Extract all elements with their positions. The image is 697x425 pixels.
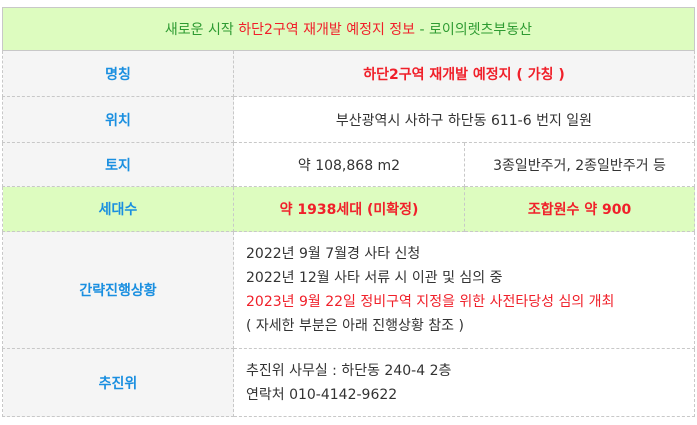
info-table-container: 새로운 시작 하단2구역 재개발 예정지 정보 - 로이의렛츠부동산 명칭 하단… — [2, 7, 695, 417]
progress-line: ( 자세한 부분은 아래 진행상황 참조 ) — [246, 318, 464, 334]
info-table: 새로운 시작 하단2구역 재개발 예정지 정보 - 로이의렛츠부동산 명칭 하단… — [2, 7, 695, 417]
name-value: 하단2구역 재개발 예정지 ( 가칭 ) — [233, 50, 695, 97]
progress-line: 2022년 12월 사타 서류 시 이관 및 심의 중 — [246, 270, 503, 286]
row-label-land: 토지 — [2, 142, 234, 187]
title-main: 하단2구역 재개발 예정지 정보 — [238, 22, 416, 38]
table-title: 새로운 시작 하단2구역 재개발 예정지 정보 - 로이의렛츠부동산 — [2, 7, 695, 51]
row-label-committee: 추진위 — [2, 348, 234, 417]
row-label-households: 세대수 — [2, 186, 234, 232]
table-row: 추진위 추진위 사무실 : 하단동 240-4 2층 연락처 010-4142-… — [2, 348, 695, 417]
title-suffix: - 로이의렛츠부동산 — [415, 22, 533, 38]
row-label-location: 위치 — [2, 96, 234, 143]
row-label-name: 명칭 — [2, 50, 234, 97]
location-value: 부산광역시 사하구 하단동 611-6 번지 일원 — [233, 96, 695, 143]
row-label-progress: 간략진행상황 — [2, 231, 234, 349]
progress-line: 2022년 9월 7월경 사타 신청 — [246, 246, 421, 262]
progress-value: 2022년 9월 7월경 사타 신청 2022년 12월 사타 서류 시 이관 … — [233, 231, 695, 349]
land-zoning: 3종일반주거, 2종일반주거 등 — [464, 142, 695, 187]
table-row: 간략진행상황 2022년 9월 7월경 사타 신청 2022년 12월 사타 서… — [2, 231, 695, 349]
land-area: 약 108,868 m2 — [233, 142, 465, 187]
committee-value: 추진위 사무실 : 하단동 240-4 2층 연락처 010-4142-9622 — [233, 348, 695, 417]
table-header-row: 새로운 시작 하단2구역 재개발 예정지 정보 - 로이의렛츠부동산 — [2, 7, 695, 51]
member-count: 조합원수 약 900 — [464, 186, 695, 232]
table-row: 세대수 약 1938세대 (미확정) 조합원수 약 900 — [2, 186, 695, 232]
table-row: 토지 약 108,868 m2 3종일반주거, 2종일반주거 등 — [2, 142, 695, 187]
table-row: 명칭 하단2구역 재개발 예정지 ( 가칭 ) — [2, 50, 695, 97]
title-prefix: 새로운 시작 — [164, 22, 239, 38]
table-row: 위치 부산광역시 사하구 하단동 611-6 번지 일원 — [2, 96, 695, 143]
committee-contact: 연락처 010-4142-9622 — [246, 386, 398, 403]
household-count: 약 1938세대 (미확정) — [233, 186, 465, 232]
committee-office: 추진위 사무실 : 하단동 240-4 2층 — [246, 362, 452, 379]
progress-line-highlight: 2023년 9월 22일 정비구역 지정을 위한 사전타당성 심의 개최 — [246, 294, 615, 310]
